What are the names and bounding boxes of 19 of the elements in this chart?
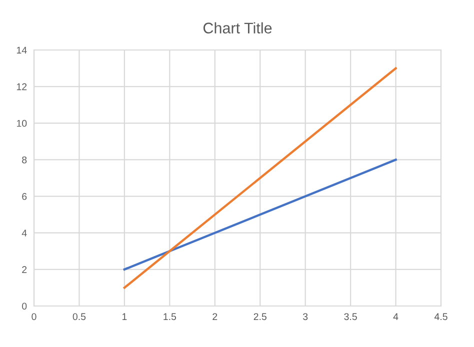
x-tick-label: 3 <box>303 313 308 320</box>
x-tick-label: 1 <box>122 313 127 320</box>
x-tick-label: 3.5 <box>344 313 357 320</box>
x-tick-label: 4.5 <box>434 313 448 320</box>
y-tick-label: 2 <box>22 266 27 273</box>
x-tick-label: 4 <box>393 313 398 320</box>
chart-title: Chart Title <box>203 22 272 34</box>
y-tick-label: 10 <box>16 120 27 127</box>
y-tick-label: 12 <box>16 83 27 90</box>
x-tick-label: 0.5 <box>72 313 86 320</box>
y-tick-label: 4 <box>22 230 27 236</box>
y-tick-label: 6 <box>22 193 27 200</box>
y-tick-label: 0 <box>22 302 27 310</box>
y-tick-label: 8 <box>22 156 27 164</box>
y-tick-label: 14 <box>16 46 27 54</box>
x-tick-label: 2 <box>212 313 218 320</box>
x-tick-label: 1.5 <box>164 313 176 320</box>
x-tick-label: 0 <box>32 313 36 320</box>
x-tick-label: 2.5 <box>254 313 266 320</box>
